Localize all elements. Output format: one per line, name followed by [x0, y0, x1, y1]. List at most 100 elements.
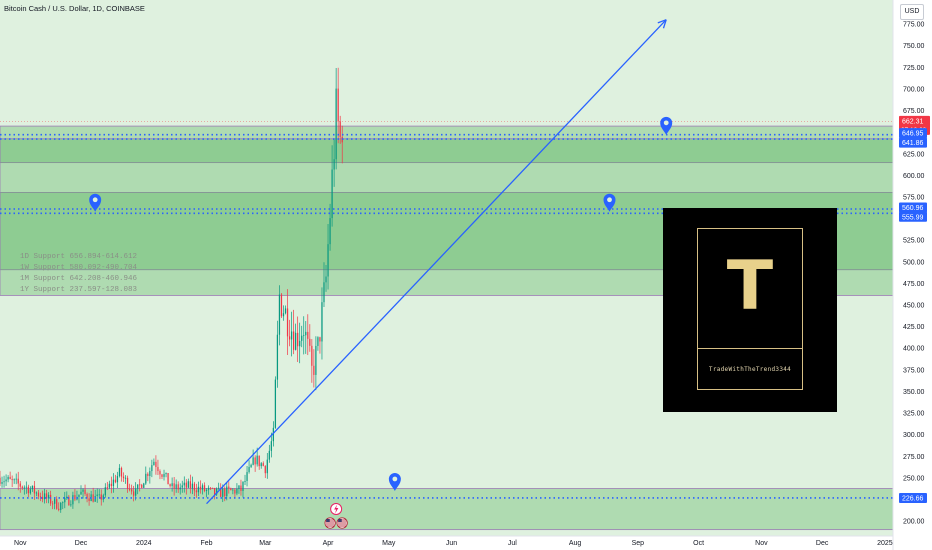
us-flag-event-icon[interactable] — [324, 517, 336, 529]
candle[interactable] — [128, 483, 131, 492]
candle[interactable] — [84, 484, 86, 496]
candle[interactable] — [226, 482, 228, 501]
candle[interactable] — [183, 476, 185, 493]
candle[interactable] — [21, 485, 23, 491]
candle[interactable] — [110, 476, 112, 494]
candle[interactable] — [82, 488, 84, 499]
candle[interactable] — [203, 482, 206, 493]
candle[interactable] — [270, 432, 272, 458]
candle[interactable] — [120, 466, 123, 482]
candle[interactable] — [319, 336, 321, 354]
candle[interactable] — [39, 492, 42, 502]
candle[interactable] — [104, 483, 106, 498]
candle[interactable] — [230, 487, 232, 491]
support-zone[interactable] — [0, 125, 894, 164]
candle[interactable] — [86, 492, 88, 503]
candle[interactable] — [311, 339, 313, 383]
candle[interactable] — [70, 500, 72, 507]
candle[interactable] — [13, 478, 15, 484]
candle[interactable] — [232, 488, 234, 495]
candle[interactable] — [141, 483, 143, 489]
location-pin-icon[interactable] — [89, 193, 102, 212]
candle[interactable] — [317, 336, 319, 351]
candle[interactable] — [27, 484, 29, 498]
candle[interactable] — [278, 285, 281, 346]
candle[interactable] — [167, 472, 169, 485]
candle[interactable] — [0, 470, 1, 486]
candle[interactable] — [276, 320, 279, 388]
candle[interactable] — [35, 491, 38, 497]
candle[interactable] — [246, 465, 248, 487]
candle[interactable] — [17, 471, 19, 491]
candle[interactable] — [185, 479, 187, 495]
candle[interactable] — [299, 322, 301, 364]
candle[interactable] — [321, 287, 323, 360]
candle[interactable] — [288, 319, 291, 347]
candle[interactable] — [205, 488, 208, 498]
candle[interactable] — [96, 488, 98, 503]
candle[interactable] — [100, 489, 102, 506]
candle[interactable] — [171, 477, 173, 492]
candle[interactable] — [1, 476, 3, 488]
candle[interactable] — [175, 479, 177, 493]
candle[interactable] — [335, 67, 337, 170]
candle[interactable] — [301, 325, 303, 348]
candle[interactable] — [305, 321, 307, 354]
candle[interactable] — [211, 487, 214, 489]
candle[interactable] — [157, 459, 159, 476]
candle[interactable] — [268, 444, 270, 463]
candle[interactable] — [238, 485, 240, 494]
candle[interactable] — [94, 489, 96, 502]
candle[interactable] — [177, 481, 179, 493]
candle[interactable] — [228, 481, 230, 494]
candle[interactable] — [264, 465, 266, 479]
candle[interactable] — [252, 449, 254, 466]
candle[interactable] — [9, 471, 11, 480]
candle[interactable] — [191, 476, 193, 495]
candle[interactable] — [197, 481, 200, 497]
candle[interactable] — [244, 474, 246, 486]
candle[interactable] — [234, 488, 236, 498]
candle[interactable] — [193, 481, 196, 497]
candle[interactable] — [240, 479, 242, 496]
candle[interactable] — [143, 482, 145, 488]
candle[interactable] — [72, 491, 74, 509]
us-flag-event-icon[interactable] — [336, 517, 348, 529]
candle[interactable] — [58, 502, 60, 512]
candle[interactable] — [315, 336, 317, 391]
candle[interactable] — [122, 472, 125, 482]
candle[interactable] — [149, 467, 151, 484]
candle[interactable] — [54, 498, 56, 510]
candle[interactable] — [64, 491, 66, 509]
candle[interactable] — [23, 485, 25, 495]
candle[interactable] — [181, 480, 183, 493]
candle[interactable] — [45, 489, 48, 504]
candle[interactable] — [165, 472, 167, 478]
candle[interactable] — [207, 485, 210, 495]
candle[interactable] — [173, 476, 175, 496]
candle[interactable] — [339, 115, 341, 144]
candle[interactable] — [329, 203, 331, 251]
candle[interactable] — [333, 139, 335, 187]
candle[interactable] — [11, 475, 13, 487]
candle[interactable] — [266, 452, 268, 479]
candle[interactable] — [151, 459, 153, 478]
candle[interactable] — [3, 475, 5, 488]
candle[interactable] — [114, 474, 117, 484]
candle[interactable] — [7, 475, 9, 483]
candle[interactable] — [331, 145, 333, 227]
candle[interactable] — [155, 455, 157, 475]
candle[interactable] — [337, 67, 339, 144]
location-pin-icon[interactable] — [603, 193, 616, 212]
candle[interactable] — [292, 309, 295, 355]
candle[interactable] — [19, 481, 21, 493]
candle[interactable] — [108, 480, 110, 490]
candle[interactable] — [262, 461, 264, 467]
candle[interactable] — [295, 323, 297, 351]
candle[interactable] — [31, 485, 34, 492]
candle[interactable] — [52, 500, 54, 510]
candle[interactable] — [189, 474, 191, 494]
candle[interactable] — [220, 483, 222, 497]
candle[interactable] — [258, 455, 260, 470]
candle[interactable] — [201, 483, 204, 495]
